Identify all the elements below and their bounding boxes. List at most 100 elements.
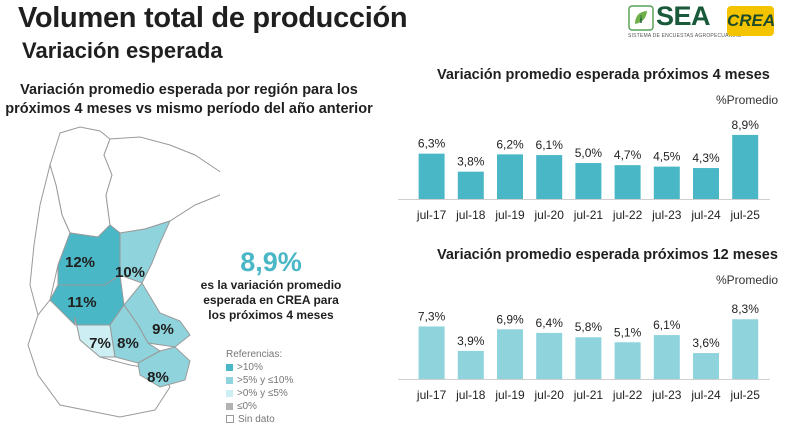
legend-item: ≤0% [226, 400, 293, 412]
map-title-line-2: próximos 4 meses vs mismo período del añ… [5, 101, 373, 117]
legend-title: Referencias: [226, 349, 283, 360]
page-title: Volumen total de producción [18, 2, 408, 34]
legend-swatch [226, 402, 233, 410]
bar [536, 332, 563, 379]
legend-swatch [226, 376, 233, 384]
map-region-label: 8% [147, 369, 169, 386]
data-label: 3,9% [457, 334, 485, 348]
bar [653, 335, 680, 379]
sea-logo: i SEA SISTEMA DE ENCUESTAS AGROPECUARIAS [626, 1, 741, 43]
chart-4-months-title: Variación promedio esperada próximos 4 m… [437, 67, 770, 83]
tick-label: jul-17 [416, 388, 447, 402]
crea-logo-text: CREA [727, 11, 776, 30]
map-region-label: 11% [67, 294, 96, 311]
bar [693, 168, 719, 199]
bar [536, 155, 563, 199]
chart-12-months: 7,3% jul-17 3,9% jul-18 6,9% jul-19 6,4% jul-20… [398, 302, 770, 402]
tick-label: jul-17 [416, 208, 447, 222]
bar [575, 163, 602, 199]
highlight-description-line-1: es la variación promedio [200, 278, 342, 292]
data-label: 7,3% [418, 309, 446, 323]
tick-label: jul-22 [612, 388, 643, 402]
map-legend: Referencias: >10% >5% y ≤10% >0% y ≤5% ≤… [226, 349, 293, 425]
data-label: 6,4% [536, 316, 564, 330]
bar [732, 319, 759, 379]
highlight-description-line-2: esperada en CREA para [203, 293, 339, 307]
legend-swatch [226, 389, 233, 397]
sea-leaf-icon: i [628, 5, 654, 31]
tick-label: jul-25 [730, 388, 761, 402]
legend-label: >5% y ≤10% [237, 374, 294, 386]
map-region-8b [137, 346, 191, 388]
legend-swatch [226, 363, 233, 371]
legend-item: >10% [226, 361, 293, 373]
legend-item: Sin dato [226, 413, 293, 425]
map-region-label: 8% [117, 335, 139, 352]
bar [575, 337, 602, 379]
legend-item: >0% y ≤5% [226, 387, 293, 399]
tick-label: jul-20 [534, 388, 565, 402]
map-region-10 [119, 220, 171, 284]
map-region-label: 10% [115, 264, 145, 281]
svg-text:i: i [640, 15, 643, 26]
legend-label: >10% [237, 361, 263, 373]
map-northeast-region [103, 136, 220, 234]
legend-item: >5% y ≤10% [226, 374, 293, 386]
page-subtitle: Variación esperada [22, 38, 223, 63]
highlight-description-line-3: los próximos 4 meses [208, 308, 334, 322]
argentina-map: 12% 10% 11% 9% 7% 8% 8% [27, 126, 220, 418]
map-region-8a [109, 304, 161, 364]
bar [614, 165, 641, 199]
bar [614, 342, 641, 379]
bar [457, 350, 484, 379]
tick-label: jul-18 [455, 208, 486, 222]
map-title-line-1: Variación promedio esperada por región p… [20, 82, 358, 98]
bar [418, 153, 445, 199]
data-label: 4,7% [614, 148, 642, 162]
tick-label: jul-19 [494, 208, 525, 222]
chart-12-months-unit: %Promedio [716, 273, 779, 287]
tick-label: jul-24 [690, 208, 721, 222]
bar [693, 353, 719, 379]
bar [497, 154, 523, 199]
data-label: 6,1% [536, 138, 564, 152]
legend-label: >0% y ≤5% [237, 387, 288, 399]
legend-swatch [226, 415, 234, 423]
data-label: 5,8% [575, 320, 603, 334]
bar [497, 329, 523, 379]
map-region-label: 12% [65, 254, 95, 271]
chart-4-months: 6,3% jul-17 3,8% jul-18 6,2% jul-19 6,1% jul-20… [398, 118, 770, 222]
tick-label: jul-23 [651, 208, 682, 222]
bar [653, 166, 680, 199]
chart-4-months-unit: %Promedio [716, 93, 779, 107]
legend-label: ≤0% [237, 400, 257, 412]
chart-12-months-title: Variación promedio esperada próximos 12 … [437, 247, 778, 263]
sea-logo-text: SEA [656, 1, 711, 31]
tick-label: jul-18 [455, 388, 486, 402]
tick-label: jul-22 [612, 208, 643, 222]
map-region-label: 9% [152, 321, 174, 338]
tick-label: jul-20 [534, 208, 565, 222]
data-label: 3,8% [457, 155, 485, 169]
map-title: Variación promedio esperada por región p… [0, 81, 378, 119]
data-label: 3,6% [692, 336, 720, 350]
bar [418, 326, 445, 379]
crea-logo: CREA [727, 6, 776, 36]
tick-label: jul-21 [573, 208, 604, 222]
legend-label: Sin dato [238, 413, 275, 425]
tick-label: jul-19 [494, 388, 525, 402]
sea-logo-tagline: SISTEMA DE ENCUESTAS AGROPECUARIAS [628, 33, 742, 39]
data-label: 8,9% [732, 118, 760, 132]
data-label: 4,3% [692, 151, 720, 165]
tick-label: jul-21 [573, 388, 604, 402]
data-label: 5,1% [614, 325, 642, 339]
tick-label: jul-23 [651, 388, 682, 402]
bar [457, 171, 484, 199]
tick-label: jul-24 [690, 388, 721, 402]
data-label: 6,3% [418, 137, 446, 151]
data-label: 5,0% [575, 146, 603, 160]
map-region-label: 7% [89, 335, 111, 352]
highlight-percentage: 8,9% [240, 247, 302, 277]
data-label: 4,5% [653, 150, 681, 164]
data-label: 6,2% [496, 137, 524, 151]
